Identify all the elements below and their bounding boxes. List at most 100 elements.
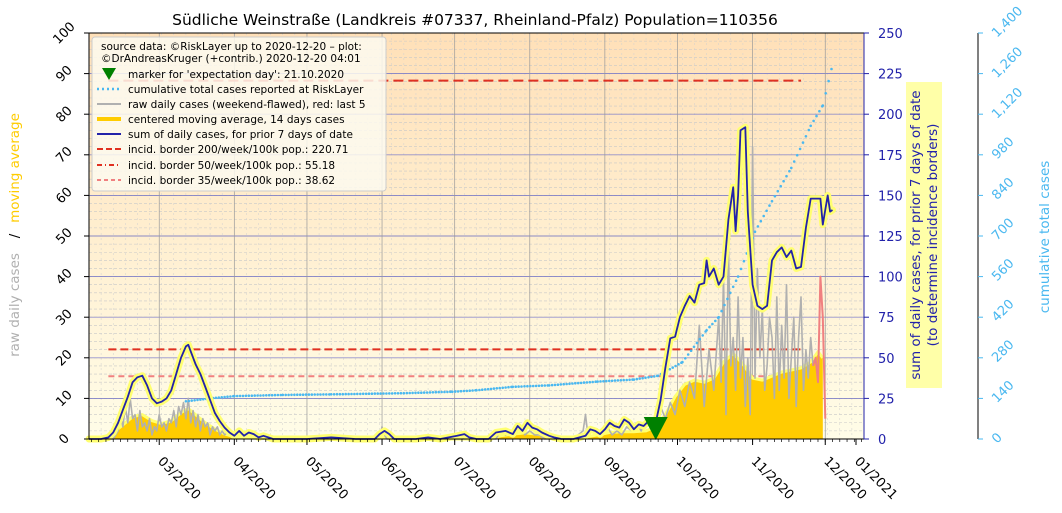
cumulative-dot xyxy=(364,392,368,396)
cumulative-dot xyxy=(241,394,245,398)
cumulative-dot xyxy=(605,379,608,383)
right2-tick-label: 980 xyxy=(989,134,1017,162)
cumulative-dot xyxy=(199,398,202,401)
cumulative-dot xyxy=(353,392,356,396)
cumulative-dot xyxy=(270,393,274,397)
right2-tick-label: 840 xyxy=(989,175,1017,203)
cumulative-dot xyxy=(440,390,443,394)
right2-tick-label: 1,120 xyxy=(989,85,1026,122)
cumulative-dot xyxy=(736,275,740,278)
right1-tick-label: 250 xyxy=(878,27,903,42)
right1-tick-label: 225 xyxy=(878,68,903,83)
legend-item-ma: centered moving average, 14 days cases xyxy=(128,114,345,126)
left-tick-label: 10 xyxy=(53,388,75,410)
right2-tick-label: 0 xyxy=(989,430,1005,446)
cumulative-dot xyxy=(332,393,336,396)
cumulative-dot xyxy=(514,385,517,389)
right2-tick-label: 420 xyxy=(989,297,1017,325)
legend-item-b35: incid. border 35/week/100k pop.: 38.62 xyxy=(128,175,335,187)
cumulative-dot xyxy=(313,393,317,396)
left-tick-label: 40 xyxy=(53,266,75,288)
cumulative-dot xyxy=(486,387,490,391)
cumulative-dot xyxy=(717,315,720,319)
cumulative-dot xyxy=(705,329,708,332)
legend-source-line1: source data: ©RiskLayer up to 2020-12-20… xyxy=(101,41,362,53)
cumulative-dot xyxy=(290,393,293,397)
cumulative-dot xyxy=(465,389,469,393)
cumulative-dot xyxy=(304,393,308,396)
cumulative-dot xyxy=(818,109,821,113)
cumulative-dot xyxy=(562,382,565,386)
ylabel-ma: moving average xyxy=(7,113,23,223)
left-tick-label: 60 xyxy=(53,185,75,207)
cumulative-dot xyxy=(795,153,799,157)
cumulative-dot xyxy=(689,349,693,353)
cumulative-dot xyxy=(622,378,625,382)
cumulative-dot xyxy=(451,390,454,394)
cumulative-dot xyxy=(453,390,457,393)
cumulative-dot xyxy=(279,393,283,397)
right1-tick-label: 125 xyxy=(878,230,903,245)
cumulative-dot xyxy=(812,119,815,123)
left-tick-label: 50 xyxy=(53,225,75,247)
cumulative-dot xyxy=(356,392,359,396)
cumulative-dot xyxy=(273,393,277,397)
cumulative-dot xyxy=(229,395,232,398)
cumulative-dot xyxy=(344,392,348,396)
cumulative-dot xyxy=(250,394,254,398)
cumulative-dot xyxy=(187,399,191,403)
cumulative-dot xyxy=(468,389,472,393)
cumulative-dot xyxy=(576,381,580,385)
left-tick-label: 30 xyxy=(53,307,75,329)
cumulative-dot xyxy=(523,385,526,388)
cumulative-dot xyxy=(307,393,311,396)
cumulative-dot xyxy=(325,393,328,396)
x-tick-label: 07/2020 xyxy=(450,454,499,503)
sum7-line-path xyxy=(89,126,833,440)
cumulative-dot xyxy=(281,393,285,397)
cumulative-dot xyxy=(647,376,650,379)
cumulative-dot xyxy=(550,383,554,387)
cumulative-dot xyxy=(708,325,711,329)
cumulative-dot xyxy=(428,391,432,394)
cumulative-dot xyxy=(338,392,342,396)
x-tick-label: 04/2020 xyxy=(229,454,278,503)
cumulative-dot xyxy=(714,319,717,323)
legend-item-cumulative: cumulative total cases reported at RiskL… xyxy=(128,84,364,96)
x-tick-label: 03/2020 xyxy=(154,454,203,503)
cumulative-dot xyxy=(408,391,412,395)
cumulative-dot xyxy=(214,396,218,400)
cumulative-dot xyxy=(402,391,406,395)
cumulative-dot xyxy=(579,381,583,385)
cumulative-dot xyxy=(431,391,435,394)
cumulative-dot xyxy=(531,384,535,388)
x-tick-label: 09/2020 xyxy=(600,454,649,503)
cumulative-dot xyxy=(301,393,305,397)
cumulative-dot xyxy=(596,380,599,383)
chart-title: Südliche Weinstraße (Landkreis #07337, R… xyxy=(172,11,778,29)
cumulative-dot xyxy=(417,391,420,395)
right2-tick-label: 700 xyxy=(989,216,1017,244)
cumulative-dot xyxy=(361,392,365,396)
ylabel-right1: sum of daily cases, for prior 7 days of … xyxy=(908,90,924,379)
cumulative-dot xyxy=(287,393,290,397)
cumulative-dot xyxy=(684,357,687,360)
cumulative-dot xyxy=(632,378,636,381)
cumulative-dot xyxy=(471,389,474,392)
cumulative-dot xyxy=(259,394,262,397)
cumulative-dot xyxy=(809,124,812,128)
cumulative-dot xyxy=(247,394,251,398)
cumulative-dot xyxy=(359,392,362,396)
legend: source data: ©RiskLayer up to 2020-12-20… xyxy=(91,36,387,192)
x-tick-label: 08/2020 xyxy=(525,454,574,503)
cumulative-dot xyxy=(773,194,777,198)
cumulative-dot xyxy=(184,400,188,403)
left-tick-label: 80 xyxy=(53,104,75,126)
cumulative-dot xyxy=(396,392,400,395)
x-tick-label: 10/2020 xyxy=(673,454,722,503)
cumulative-dot xyxy=(653,375,656,378)
cumulative-dot xyxy=(701,334,704,337)
legend-box xyxy=(91,36,387,192)
cumulative-dot xyxy=(776,189,780,193)
cumulative-dot xyxy=(729,291,732,295)
